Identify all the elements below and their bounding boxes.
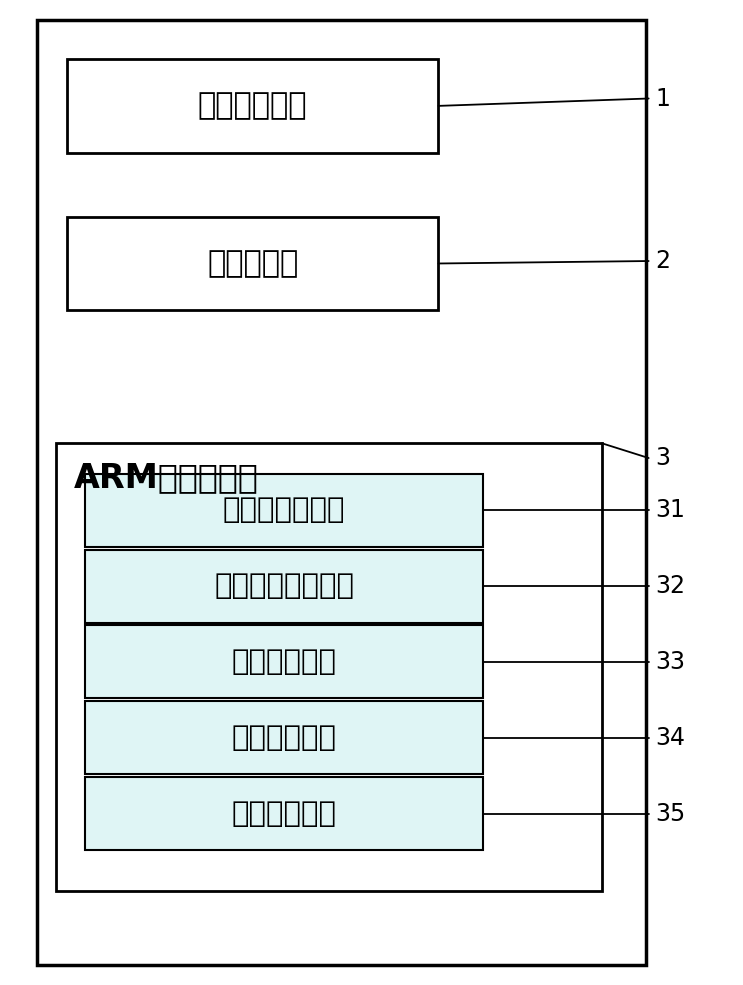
Text: 1: 1 — [655, 87, 670, 110]
Bar — [85, 701, 483, 774]
Text: 红外探测器: 红外探测器 — [207, 249, 298, 278]
Text: 目标测距模块: 目标测距模块 — [232, 648, 337, 676]
Bar — [85, 474, 483, 547]
Bar — [85, 550, 483, 623]
Text: 目标类别识别模块: 目标类别识别模块 — [214, 572, 354, 600]
Bar — [67, 59, 438, 153]
Text: 32: 32 — [655, 574, 685, 598]
Text: ARM处理器单元: ARM处理器单元 — [74, 461, 259, 494]
Text: 2: 2 — [655, 249, 670, 273]
Bar — [37, 20, 646, 965]
Text: 图像标识模块: 图像标识模块 — [232, 724, 337, 752]
Text: 红外成像镜头: 红外成像镜头 — [198, 92, 308, 120]
Text: 34: 34 — [655, 726, 685, 750]
Text: 图像融合模块: 图像融合模块 — [232, 800, 337, 827]
Text: 35: 35 — [655, 802, 686, 825]
Text: 33: 33 — [655, 650, 685, 674]
Bar — [85, 777, 483, 850]
Text: 非均匀校正模块: 非均匀校正模块 — [223, 496, 345, 524]
Bar — [67, 217, 438, 310]
Bar — [56, 443, 602, 891]
Text: 3: 3 — [655, 446, 670, 470]
Bar — [85, 625, 483, 698]
Text: 31: 31 — [655, 498, 685, 522]
